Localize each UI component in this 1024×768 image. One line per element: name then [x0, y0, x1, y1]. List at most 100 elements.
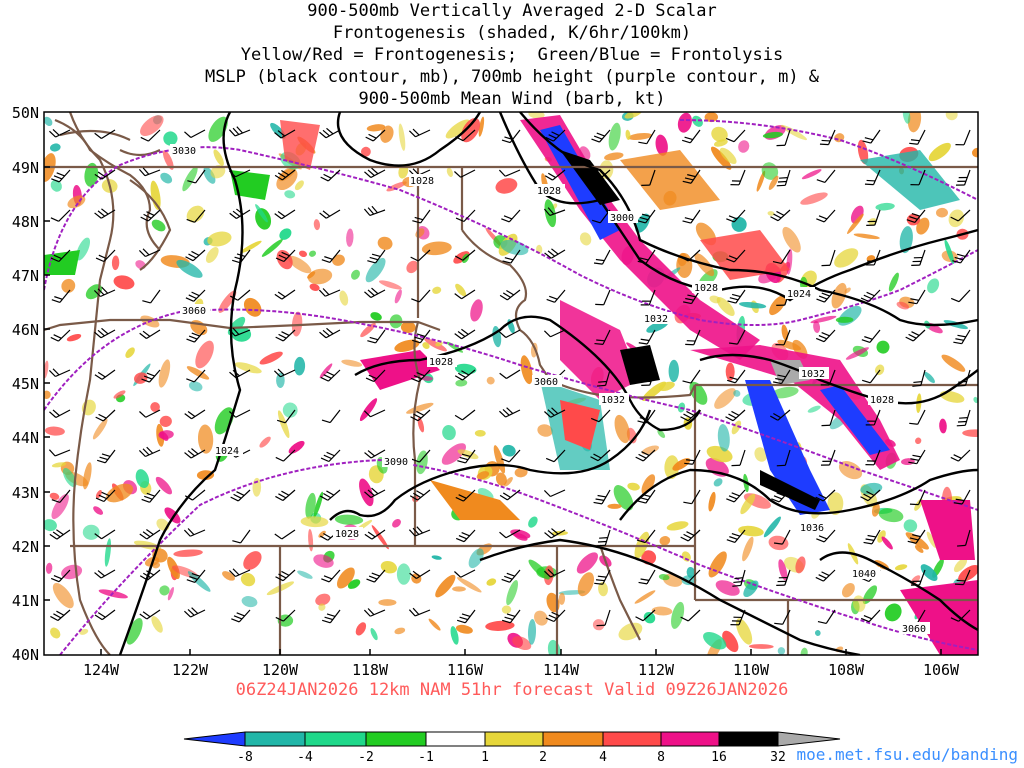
wind-barb [590, 169, 611, 182]
shading-cell [664, 455, 680, 479]
shading-cell [634, 590, 656, 604]
shading-cell [642, 381, 667, 402]
shading-cell [719, 147, 737, 165]
wind-barb [596, 529, 611, 547]
wind-barb [408, 526, 431, 537]
shading-cell [309, 250, 316, 257]
shading-cell [240, 240, 262, 254]
shading-cell [884, 603, 902, 622]
wind-barb [49, 128, 71, 138]
shading-cell [907, 112, 922, 133]
shading-cell [44, 519, 57, 532]
shading-cell [431, 555, 442, 560]
wind-barb [543, 329, 566, 338]
shading-cell [860, 482, 883, 495]
wind-barb [228, 169, 251, 178]
shading-cell [528, 516, 538, 528]
shading-cell [827, 492, 844, 515]
shading-cell [51, 462, 67, 468]
wind-barb [502, 609, 521, 624]
wind-barb [412, 209, 431, 224]
wind-barb [409, 569, 431, 579]
shading-cell [294, 356, 306, 376]
wind-barb [727, 369, 746, 384]
shading-cell [592, 619, 605, 631]
wind-barb [726, 529, 746, 544]
latitude-axis: 50N 49N 48N 47N 46N 45N 44N 43N 42N 41N … [12, 104, 39, 664]
wind-barb [499, 329, 521, 339]
shading-cell [205, 247, 219, 263]
shading-cell [196, 470, 215, 481]
wind-barb [501, 569, 521, 583]
wind-barb [593, 489, 611, 505]
shading-cell [360, 146, 371, 157]
svg-text:1028: 1028 [537, 186, 561, 197]
shading-cell [336, 567, 355, 589]
colorbar-max-arrow [777, 731, 841, 747]
wind-barb [637, 489, 656, 504]
shading-cell [351, 269, 360, 280]
wind-barb [138, 446, 161, 458]
shading-cell [421, 241, 452, 256]
shading-cell [762, 131, 783, 139]
colorbar-bin [365, 731, 427, 747]
shading-cell [710, 146, 732, 170]
wind-barb [275, 449, 296, 462]
shading-cell [628, 132, 653, 141]
svg-text:1028: 1028 [870, 395, 894, 406]
shading-cell [643, 612, 656, 624]
svg-text:1040: 1040 [852, 569, 876, 580]
shading-cell [305, 492, 316, 519]
wind-barb [957, 369, 971, 387]
colorbar-label: 2 [539, 750, 547, 765]
wind-barb [860, 289, 881, 303]
wind-barb [950, 609, 971, 622]
shading-cell [834, 248, 859, 268]
shading-cell [79, 628, 89, 635]
shading-cell [313, 219, 321, 231]
colorbar-bin [660, 731, 720, 747]
wind-barb [51, 289, 71, 304]
wind-barb [455, 529, 476, 543]
colorbar-bin [718, 731, 779, 747]
shading-cell [618, 622, 643, 641]
wind-barb [544, 407, 566, 418]
wind-barb [952, 249, 971, 264]
wind-barb [139, 609, 161, 620]
shading-cell [150, 180, 161, 210]
wind-barb [772, 249, 791, 265]
shading-cell [370, 628, 378, 641]
shading-cell [159, 415, 172, 428]
svg-text:3090: 3090 [384, 457, 408, 468]
wind-barb [230, 289, 251, 301]
shading-cell [284, 190, 296, 199]
wind-barb [184, 409, 206, 420]
wind-barb [229, 409, 251, 418]
wind-barb [411, 289, 431, 303]
lat-label: 41N [12, 592, 39, 610]
shading-cell [435, 574, 456, 598]
shading-cell [847, 213, 864, 234]
shading-cell [708, 491, 716, 512]
shading-cell [366, 124, 386, 132]
shading-cell [259, 436, 271, 448]
shading-cell [313, 491, 324, 518]
wind-barb [502, 249, 521, 264]
mslp-label: 1040 [850, 567, 880, 580]
shading-cell [625, 129, 631, 141]
shading-cell [962, 429, 978, 438]
shading-cell [659, 536, 671, 546]
mslp-label: 1028 [535, 184, 565, 197]
wind-barb [594, 569, 611, 585]
wind-barb [774, 609, 791, 625]
wind-barb [50, 329, 71, 342]
wind-barb [596, 609, 611, 627]
shading-cell [801, 169, 822, 180]
shading-cell [313, 554, 334, 568]
wind-barb [545, 609, 566, 623]
shading-cell [282, 402, 298, 418]
wind-barb [820, 369, 836, 386]
shading-cell [406, 260, 419, 274]
wind-barb [139, 329, 161, 339]
credit-link[interactable]: moe.met.fsu.edu/banding [796, 745, 1018, 764]
